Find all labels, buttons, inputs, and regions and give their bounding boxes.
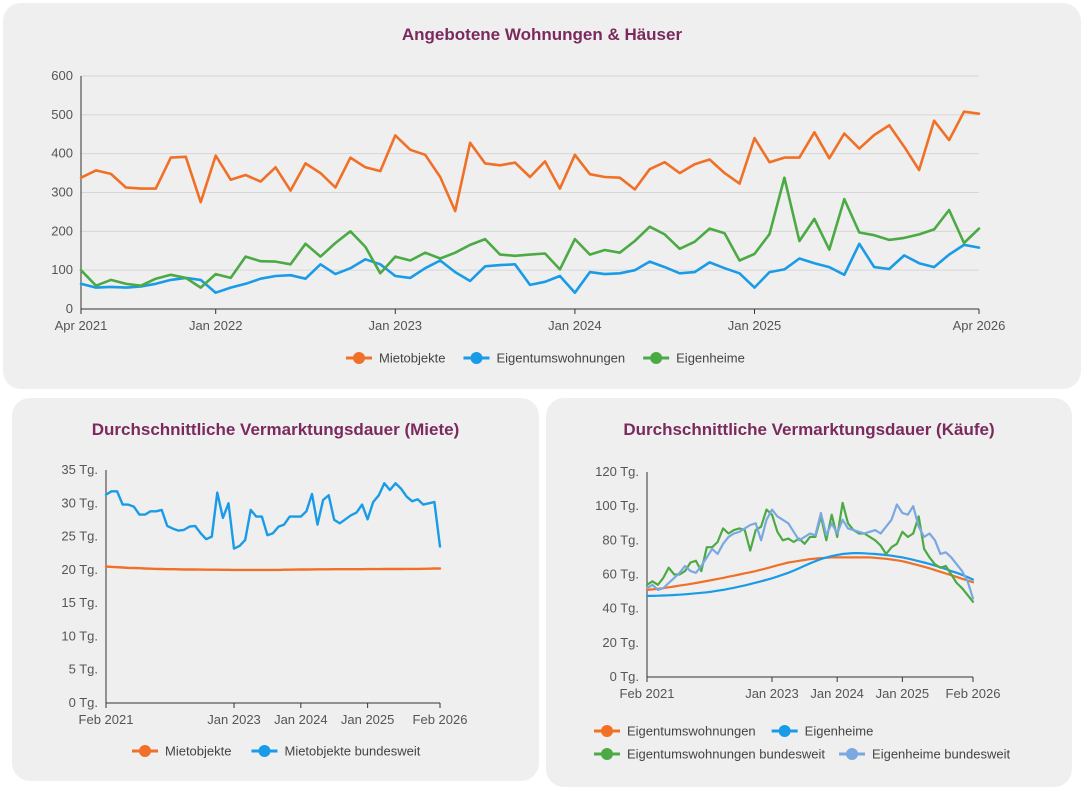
legend-marker	[601, 725, 613, 737]
chart-panel-offers: Angebotene Wohnungen & Häuser 0 100 200 300…	[3, 3, 1081, 389]
y-tick-label: 300	[51, 185, 73, 200]
legend-marker	[778, 725, 791, 737]
y-tick-label: 400	[51, 146, 73, 161]
y-tick-label: 100	[51, 262, 73, 277]
x-tick-label: Feb 2021	[620, 686, 675, 701]
chart-title: Durchschnittliche Vermarktungsdauer (Käu…	[623, 420, 995, 439]
y-tick-label: 200	[51, 223, 73, 238]
series-line-1	[645, 556, 975, 591]
chart-panel-purchase-duration: Durchschnittliche Vermarktungsdauer (Käu…	[546, 398, 1072, 787]
y-tick-label: 80 Tg.	[602, 532, 639, 547]
y-tick-label: 600	[51, 68, 73, 83]
series-line-2	[645, 552, 975, 597]
y-tick-label: 10 Tg.	[61, 628, 98, 643]
legend-label: Eigenheime	[805, 724, 874, 739]
legend-marker	[139, 745, 151, 757]
legend-label: Eigenheime bundesweit	[872, 747, 1010, 762]
legend-label: Mietobjekte	[379, 351, 445, 366]
series-line-3	[79, 176, 981, 289]
x-tick-label: Apr 2026	[953, 318, 1006, 333]
series-line-2	[104, 482, 442, 550]
x-tick-label: Feb 2026	[946, 686, 1001, 701]
y-tick-label: 20 Tg.	[602, 635, 639, 650]
x-tick-label: Jan 2024	[810, 686, 864, 701]
y-tick-label: 0 Tg.	[69, 695, 98, 710]
y-tick-label: 20 Tg.	[61, 562, 98, 577]
y-tick-label: 35 Tg.	[61, 462, 98, 477]
x-tick-label: Jan 2022	[189, 318, 243, 333]
legend-item: Mietobjekte	[132, 744, 231, 759]
y-tick-label: 100 Tg.	[595, 498, 639, 513]
legend-item: Eigentumswohnungen bundesweit	[594, 747, 825, 762]
y-tick-label: 120 Tg.	[595, 464, 639, 479]
offers-line-chart: 0 100 200 300 400 500 600 Apr 2021 Jan 2022 Jan 2…	[51, 68, 1006, 366]
x-tick-label: Jan 2023	[745, 686, 799, 701]
chart-title: Angebotene Wohnungen & Häuser	[401, 25, 683, 44]
legend-item: Mietobjekte	[346, 351, 445, 366]
x-tick-label: Jan 2024	[274, 712, 328, 727]
legend-label: Eigentumswohnungen	[627, 724, 756, 739]
legend-item: Mietobjekte bundesweit	[251, 744, 421, 759]
series-line-4	[645, 503, 975, 600]
legend-marker	[846, 748, 859, 760]
legend-marker	[601, 748, 613, 760]
x-tick-label: Jan 2023	[369, 318, 423, 333]
y-tick-label: 15 Tg.	[61, 595, 98, 610]
legend-label: Mietobjekte	[165, 744, 231, 759]
x-tick-label: Jan 2024	[548, 318, 602, 333]
series-line-1	[79, 110, 981, 213]
legend-marker	[470, 352, 483, 364]
legend-marker	[650, 352, 663, 364]
y-tick-label: 25 Tg.	[61, 529, 98, 544]
legend-label: Eigenheime	[676, 351, 745, 366]
x-tick-label: Jan 2025	[341, 712, 395, 727]
legend-label: Eigentumswohnungen bundesweit	[627, 747, 825, 762]
x-tick-label: Apr 2021	[55, 318, 108, 333]
legend-label: Eigentumswohnungen	[496, 351, 625, 366]
y-tick-label: 40 Tg.	[602, 601, 639, 616]
y-tick-label: 60 Tg.	[602, 567, 639, 582]
legend-item: Eigenheime	[771, 724, 874, 739]
legend-marker	[353, 352, 365, 364]
x-tick-label: Jan 2023	[207, 712, 261, 727]
legend-item: Eigentumswohnungen	[463, 351, 625, 366]
y-tick-label: 5 Tg.	[69, 662, 98, 677]
y-tick-label: 0	[66, 301, 73, 316]
x-tick-label: Feb 2021	[79, 712, 134, 727]
x-tick-label: Jan 2025	[876, 686, 930, 701]
series-line-2	[79, 242, 981, 295]
y-tick-label: 500	[51, 107, 73, 122]
rent-duration-line-chart: 0 Tg. 5 Tg. 10 Tg. 15 Tg. 20 Tg. 25 Tg. 30 Tg.…	[61, 462, 468, 759]
legend-item: Eigenheime bundesweit	[839, 747, 1010, 762]
legend-label: Mietobjekte bundesweit	[284, 744, 420, 759]
legend-item: Eigentumswohnungen	[594, 724, 756, 739]
series-line-3	[645, 501, 975, 603]
chart-panel-rent-duration: Durchschnittliche Vermarktungsdauer (Mie…	[12, 398, 539, 781]
series-line-1	[104, 565, 442, 572]
x-tick-label: Feb 2026	[413, 712, 468, 727]
y-tick-label: 0 Tg.	[610, 669, 639, 684]
chart-title: Durchschnittliche Vermarktungsdauer (Mie…	[91, 420, 460, 439]
y-tick-label: 30 Tg.	[61, 495, 98, 510]
purchase-duration-line-chart: 0 Tg. 20 Tg. 40 Tg. 60 Tg. 80 Tg. 100 Tg. 120 …	[594, 464, 1010, 762]
legend-item: Eigenheime	[643, 351, 745, 366]
x-tick-label: Jan 2025	[728, 318, 782, 333]
legend-marker	[258, 745, 271, 757]
